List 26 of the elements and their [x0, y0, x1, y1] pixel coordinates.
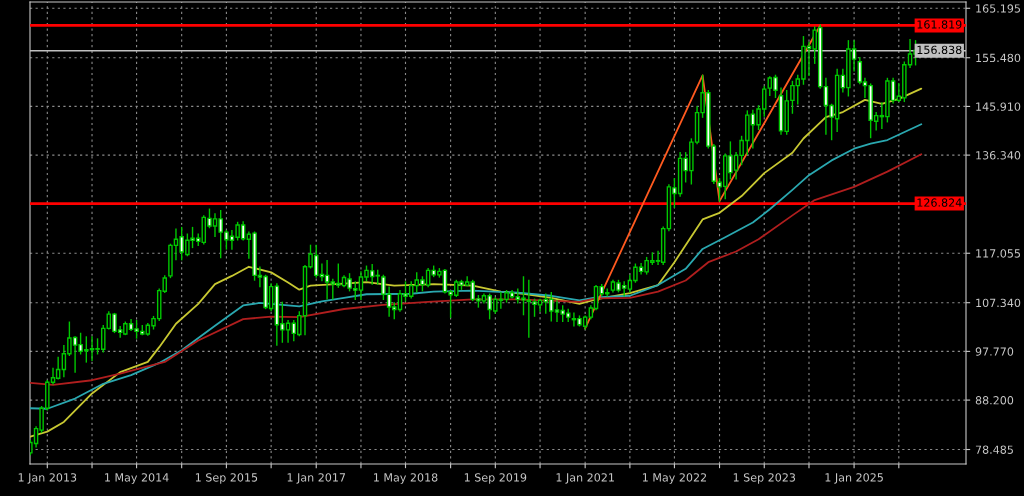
candlestick — [324, 259, 330, 300]
y-tick-label: 97.770 — [975, 347, 1014, 356]
y-tick-label: 107.340 — [976, 298, 1021, 308]
x-tick-label: 1 Sep 2023 — [733, 473, 796, 484]
ref-line-label: 161.819 — [917, 20, 962, 29]
x-tick-label: 1 May 2022 — [642, 473, 707, 484]
y-tick-label: 165.195 — [976, 4, 1020, 13]
candlestick — [857, 56, 863, 85]
x-tick-label: 1 Jan 2017 — [287, 473, 346, 484]
x-tick-label: 1 Sep 2015 — [195, 473, 258, 484]
y-tick-label: 78.485 — [975, 445, 1013, 454]
y-tick-label: 145.910 — [976, 102, 1021, 111]
line-series — [584, 24, 822, 330]
x-tick-label: 1 May 2018 — [374, 473, 438, 484]
ref-line-label: 126.824 — [917, 198, 962, 207]
ref-line-label: 156.838 — [917, 45, 962, 55]
y-tick-label: 117.055 — [976, 249, 1020, 258]
candlestick — [55, 356, 61, 380]
x-tick-label: 1 Jan 2013 — [18, 473, 77, 484]
y-tick-label: 136.340 — [976, 151, 1021, 160]
y-tick-label: 88.200 — [975, 396, 1014, 405]
y-tick-label: 155.480 — [976, 53, 1021, 63]
x-tick-label: 1 Sep 2019 — [464, 473, 527, 484]
x-tick-label: 1 Jan 2021 — [556, 473, 614, 484]
x-tick-label: 1 Jan 2025 — [825, 473, 883, 484]
x-tick-label: 1 May 2014 — [105, 473, 169, 484]
